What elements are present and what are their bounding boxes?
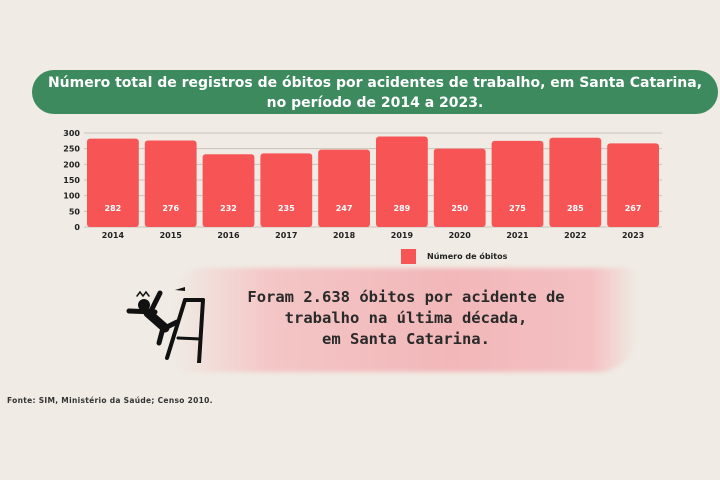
- legend: Número de óbitos: [401, 249, 507, 264]
- message-line-2: trabalho na última década,: [284, 309, 528, 327]
- x-tick-label: 2019: [391, 231, 414, 240]
- x-tick-label: 2020: [449, 231, 472, 240]
- bar-chart: 0 50 100 150 200 250 300 282 2014 276 2015 232 2016 2…: [63, 129, 662, 240]
- source-note: Fonte: SIM, Ministério da Saúde; Censo 2…: [7, 396, 213, 405]
- falling-worker-ladder-icon: [126, 287, 205, 363]
- bar: [607, 143, 659, 227]
- message-line-1: Foram 2.638 óbitos por acidente de: [247, 288, 565, 306]
- bar: [144, 140, 197, 227]
- x-tick-label: 2022: [564, 231, 586, 240]
- bar: [433, 148, 486, 227]
- y-tick-label: 200: [63, 160, 80, 169]
- x-tick-label: 2021: [506, 231, 529, 240]
- y-tick-label: 0: [74, 223, 80, 232]
- title-line-2: no período de 2014 a 2023.: [266, 95, 484, 111]
- data-label: 282: [105, 204, 122, 213]
- bar: [260, 153, 313, 227]
- x-tick-label: 2018: [333, 231, 356, 240]
- data-label: 285: [567, 204, 584, 213]
- data-label: 250: [451, 204, 468, 213]
- bar: [549, 137, 602, 227]
- legend-swatch: [401, 249, 416, 264]
- y-tick-label: 150: [63, 176, 80, 185]
- data-label: 247: [336, 204, 353, 213]
- y-tick-label: 250: [63, 145, 80, 154]
- data-label: 235: [278, 204, 295, 213]
- bar: [202, 154, 255, 227]
- bar: [87, 138, 139, 227]
- x-tick-label: 2017: [275, 231, 297, 240]
- x-tick-label: 2023: [622, 231, 644, 240]
- bar: [491, 140, 544, 227]
- x-tick-label: 2016: [217, 231, 240, 240]
- y-tick-label: 50: [69, 207, 81, 216]
- highlight-brush: [175, 268, 637, 372]
- bar: [318, 149, 370, 227]
- bar: [376, 136, 428, 227]
- data-label: 276: [162, 204, 179, 213]
- y-tick-label: 100: [63, 192, 80, 201]
- data-label: 275: [509, 204, 526, 213]
- title-banner: Número total de registros de óbitos por …: [32, 70, 718, 114]
- x-tick-label: 2014: [102, 231, 125, 240]
- legend-label: Número de óbitos: [427, 252, 508, 261]
- data-label: 232: [220, 204, 237, 213]
- title-line-1: Número total de registros de óbitos por …: [47, 75, 703, 91]
- summary-message: Foram 2.638 óbitos por acidente de traba…: [230, 287, 582, 350]
- data-label: 289: [394, 204, 411, 213]
- x-tick-label: 2015: [160, 231, 183, 240]
- y-tick-label: 300: [63, 129, 80, 138]
- data-label: 267: [625, 204, 642, 213]
- message-line-3: em Santa Catarina.: [322, 330, 490, 348]
